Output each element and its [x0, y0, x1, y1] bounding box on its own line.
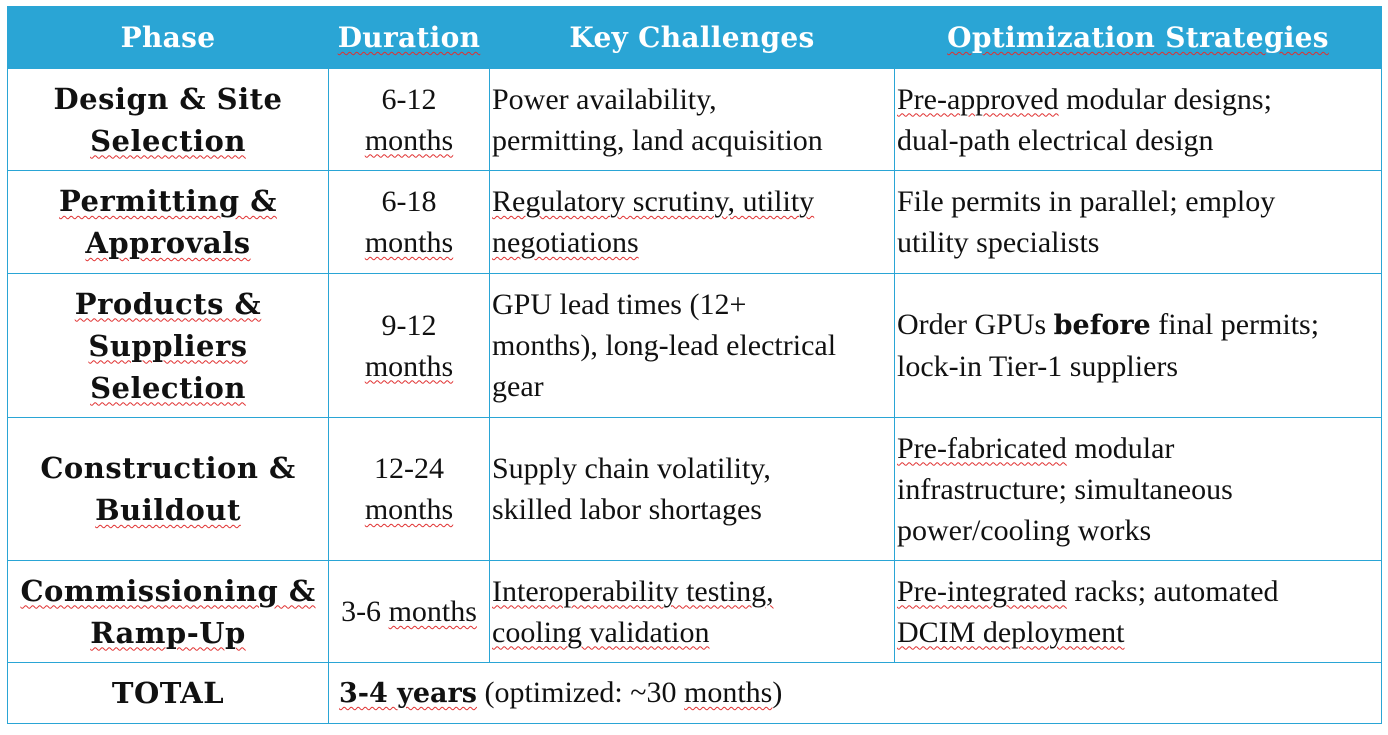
phase-cell: Commissioning & Ramp-Up: [7, 560, 329, 663]
challenges-text: months), long-lead electrical: [492, 329, 837, 362]
challenges-text: permitting, land acquisition: [492, 123, 823, 157]
challenges-cell: Supply chain volatility, skilled labor s…: [489, 417, 895, 561]
strategy-text: utility specialists: [897, 226, 1100, 259]
duration-cell: 6-18 months: [328, 170, 490, 274]
header-optimization-strategies-label: Optimization Strategies: [947, 21, 1329, 54]
header-duration-label: Duration: [337, 21, 481, 54]
strategy-cell: Pre-fabricated modular infrastructure; s…: [894, 417, 1382, 561]
challenges-cell: Regulatory scrutiny, utility negotiation…: [489, 170, 895, 274]
challenges-cell: Interoperability testing, cooling valida…: [489, 560, 895, 663]
challenges-cell: Power availability, permitting, land acq…: [489, 68, 895, 171]
phase-cell: Products & Suppliers Selection: [7, 273, 329, 418]
duration-text: months: [364, 349, 454, 383]
total-note: (optimized: ~30: [476, 676, 684, 709]
duration-cell: 12-24 months: [328, 417, 490, 561]
strategy-text: lock-in Tier-1 suppliers: [897, 350, 1179, 383]
table-row: Design & Site Selection 6-12 months Powe…: [7, 68, 1382, 171]
total-note: months: [684, 676, 773, 709]
strategy-cell: Pre-integrated racks; automated DCIM dep…: [894, 560, 1382, 663]
header-key-challenges: Key Challenges: [489, 6, 895, 69]
phase-cell: Permitting & Approvals: [7, 170, 329, 274]
phase-text: Products &: [74, 286, 262, 321]
header-duration: Duration: [328, 6, 490, 69]
strategy-text: File permits in parallel; employ: [897, 185, 1276, 218]
strategy-text: infrastructure; simultaneous: [897, 472, 1233, 506]
strategy-text: power/cooling works: [897, 513, 1152, 547]
challenges-text: cooling validation: [492, 615, 710, 649]
duration-text: 9-12: [381, 308, 437, 342]
table-row: Construction & Buildout 12-24 months Sup…: [7, 417, 1382, 561]
duration-cell: 9-12 months: [328, 273, 490, 418]
strategy-emphasis: before: [1053, 310, 1151, 341]
strategy-text: modular designs;: [1058, 82, 1272, 116]
phase-text: Permitting &: [59, 184, 277, 218]
duration-text: months: [364, 123, 454, 157]
phase-cell: Construction & Buildout: [7, 417, 329, 561]
phase-timeline-table: Phase Duration Key Challenges Optimizati…: [7, 6, 1382, 724]
challenges-text: Power availability,: [492, 82, 717, 116]
duration-text: 12-24: [374, 452, 444, 485]
phase-table-container: Phase Duration Key Challenges Optimizati…: [7, 6, 1382, 724]
phase-text: Selection: [90, 370, 246, 405]
total-label-cell: TOTAL: [7, 662, 329, 724]
strategy-text: racks; automated: [1066, 574, 1279, 608]
strategy-cell: Pre-approved modular designs; dual-path …: [894, 68, 1382, 171]
duration-text: 6-18: [381, 185, 437, 218]
phase-text: Selection: [90, 123, 246, 158]
table-row: Commissioning & Ramp-Up 3-6 months Inter…: [7, 560, 1382, 663]
header-phase: Phase: [7, 6, 329, 69]
phase-text: Approvals: [85, 226, 251, 260]
challenges-text: skilled labor shortages: [492, 493, 762, 526]
strategy-text: Pre-integrated: [897, 574, 1067, 608]
duration-text: months: [364, 226, 454, 259]
challenges-text: Regulatory scrutiny, utility: [492, 185, 815, 218]
challenges-text: GPU lead times (12+: [492, 288, 747, 321]
duration-cell: 3-6 months: [328, 560, 490, 663]
strategy-text: DCIM deployment: [897, 615, 1125, 649]
strategy-text: modular: [1066, 431, 1175, 465]
strategy-text: Pre-approved: [897, 82, 1059, 116]
duration-text: months: [364, 493, 454, 526]
table-row: Products & Suppliers Selection 9-12 mont…: [7, 273, 1382, 418]
strategy-text: dual-path electrical design: [897, 123, 1214, 157]
header-optimization-strategies: Optimization Strategies: [894, 6, 1382, 69]
strategy-text: Pre-fabricated: [897, 431, 1067, 465]
phase-text: Suppliers: [88, 328, 248, 363]
phase-text: Buildout: [95, 493, 241, 527]
duration-cell: 6-12 months: [328, 68, 490, 171]
strategy-cell: File permits in parallel; employ utility…: [894, 170, 1382, 274]
challenges-text: negotiations: [492, 226, 639, 259]
duration-text: 3-6: [341, 595, 389, 628]
strategy-text: Order GPUs: [897, 308, 1054, 341]
table-header-row: Phase Duration Key Challenges Optimizati…: [7, 6, 1382, 69]
total-value-cell: 3-4 years (optimized: ~30 months): [328, 662, 1382, 724]
strategy-text: final permits;: [1150, 308, 1320, 341]
challenges-text: Supply chain volatility,: [492, 452, 771, 485]
phase-text: Design & Site: [53, 81, 283, 116]
challenges-text: Interoperability testing,: [492, 574, 774, 608]
challenges-cell: GPU lead times (12+ months), long-lead e…: [489, 273, 895, 418]
duration-text: months: [388, 595, 477, 628]
table-row: Permitting & Approvals 6-18 months Regul…: [7, 170, 1382, 274]
total-note: ): [772, 676, 783, 709]
phase-text: Ramp-Up: [90, 615, 246, 650]
phase-text: Construction &: [40, 451, 296, 485]
challenges-text: gear: [492, 370, 544, 403]
duration-text: 6-12: [381, 82, 437, 116]
total-row: TOTAL 3-4 years (optimized: ~30 months): [7, 662, 1382, 724]
phase-cell: Design & Site Selection: [7, 68, 329, 171]
total-duration: 3-4 years: [339, 678, 477, 709]
phase-text: Commissioning &: [20, 573, 316, 608]
strategy-cell: Order GPUs before final permits; lock-in…: [894, 273, 1382, 418]
